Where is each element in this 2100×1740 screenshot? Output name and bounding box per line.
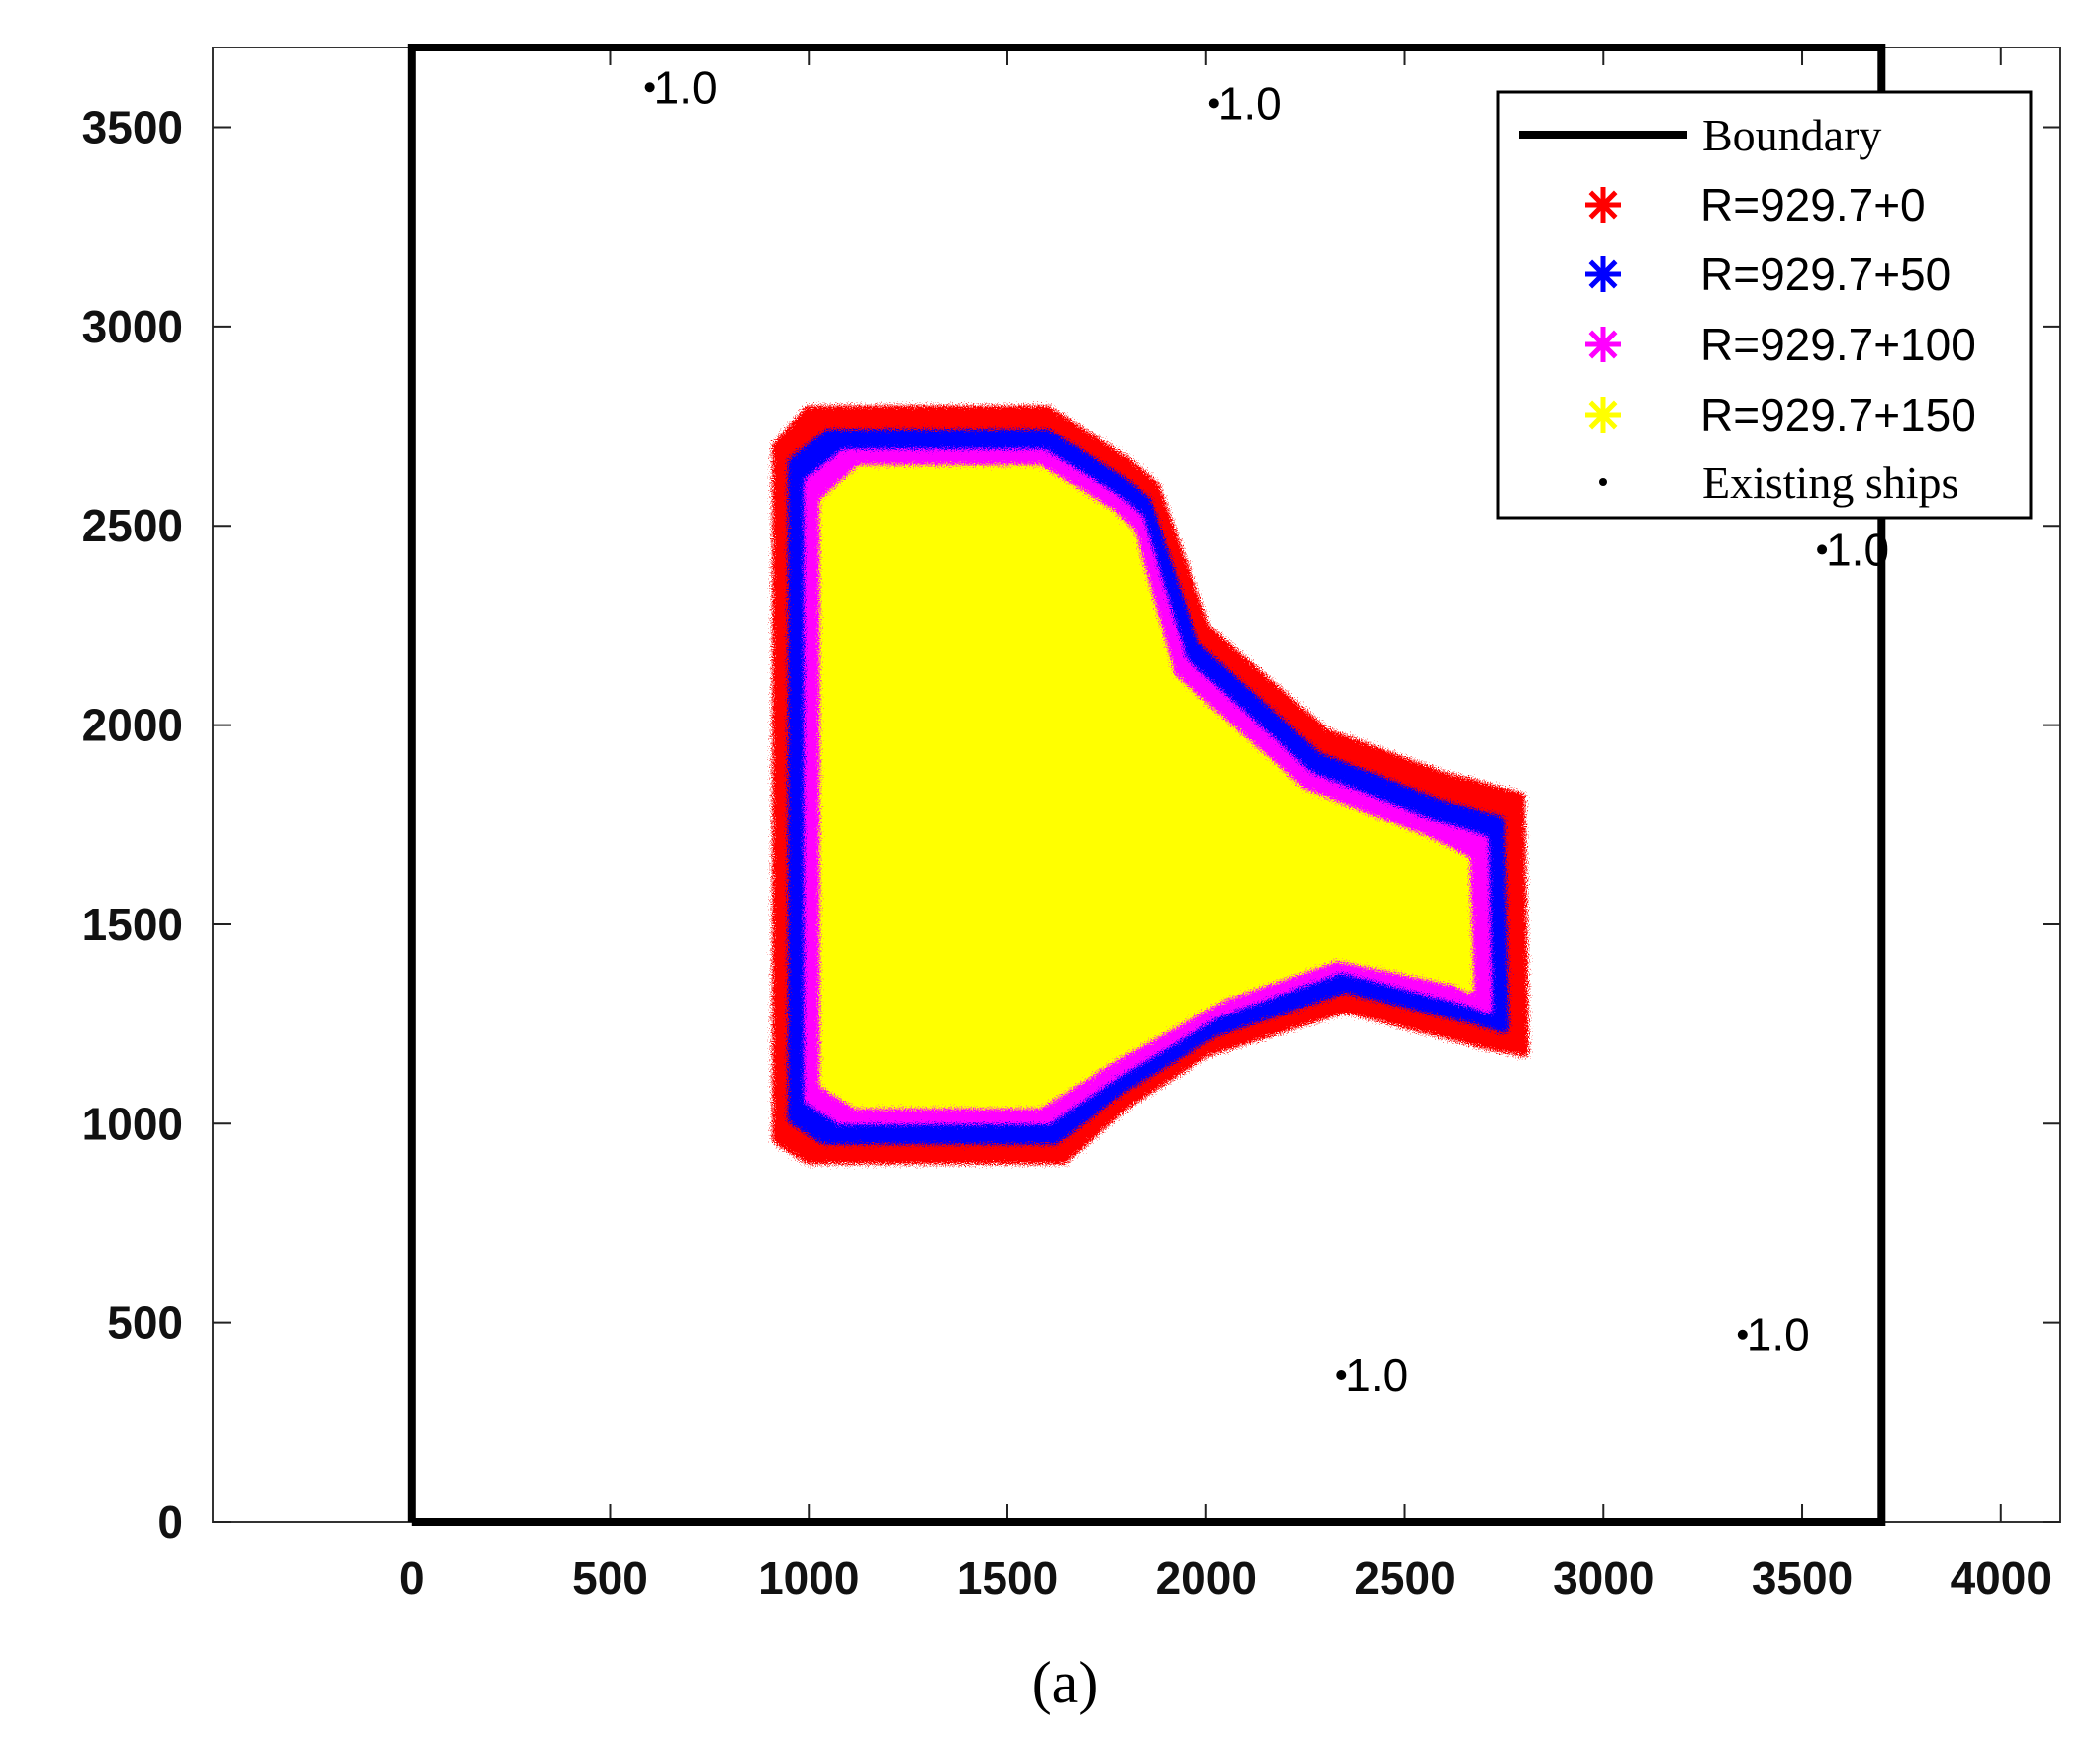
x-tick-label: 3000 [1553, 1552, 1654, 1603]
legend-label: Existing ships [1702, 457, 1958, 508]
y-tick-label: 500 [107, 1298, 183, 1349]
ship-label: 1.0 [1345, 1349, 1408, 1401]
y-tick-label: 2500 [82, 500, 183, 551]
legend-star-marker [1585, 187, 1621, 223]
legend: Boundary R=929.7+0 R=929.7+50 R=929.7+100 R=… [1496, 90, 2033, 520]
x-tick-label: 2000 [1156, 1552, 1257, 1603]
legend-label: Boundary [1702, 110, 1881, 160]
ship-label: 1.0 [654, 61, 717, 113]
axis-tick-labels: 0 500 1000 1500 2000 2500 3000 3500 4000 0 500 1000… [82, 102, 2052, 1603]
legend-star-marker [1585, 256, 1621, 292]
region-3 [819, 464, 1474, 1110]
x-tick-label: 500 [572, 1552, 648, 1603]
legend-label: R=929.7+0 [1700, 179, 1926, 231]
x-tick-label: 1500 [957, 1552, 1058, 1603]
x-tick-label: 2500 [1354, 1552, 1455, 1603]
ship-label: 1.0 [1826, 524, 1889, 575]
x-tick-label: 1000 [758, 1552, 859, 1603]
legend-star-marker [1585, 327, 1621, 362]
ship-point [1737, 1329, 1748, 1340]
legend-label: R=929.7+150 [1700, 389, 1976, 440]
ship-point [644, 82, 655, 93]
y-tick-label: 1500 [82, 899, 183, 950]
legend-star-marker [1585, 397, 1621, 433]
y-tick-label: 2000 [82, 700, 183, 751]
legend-label: R=929.7+50 [1700, 248, 1951, 300]
x-tick-label: 3500 [1752, 1552, 1853, 1603]
ship-point [1817, 544, 1828, 555]
legend-box [1496, 90, 2033, 520]
ship-label: 1.0 [1218, 77, 1282, 129]
y-tick-label: 1000 [82, 1098, 183, 1149]
x-tick-label: 4000 [1951, 1552, 2052, 1603]
y-tick-label: 3500 [82, 102, 183, 153]
legend-label: R=929.7+100 [1700, 319, 1976, 370]
regions-layer [772, 405, 1529, 1165]
legend-dot-marker [1599, 478, 1607, 486]
y-tick-label: 3000 [82, 301, 183, 352]
boundary-line [407, 44, 1886, 1526]
ship-label: 1.0 [1747, 1309, 1810, 1361]
boundary-layer [407, 44, 1886, 1526]
ships-layer: 1.0 1.0 1.0 1.0 1.0 [644, 61, 1889, 1401]
y-tick-label: 0 [157, 1497, 183, 1548]
figure-caption: (a) [1032, 1650, 1098, 1715]
ship-point [1336, 1370, 1347, 1380]
x-tick-label: 0 [399, 1552, 425, 1603]
ship-point [1208, 98, 1219, 109]
